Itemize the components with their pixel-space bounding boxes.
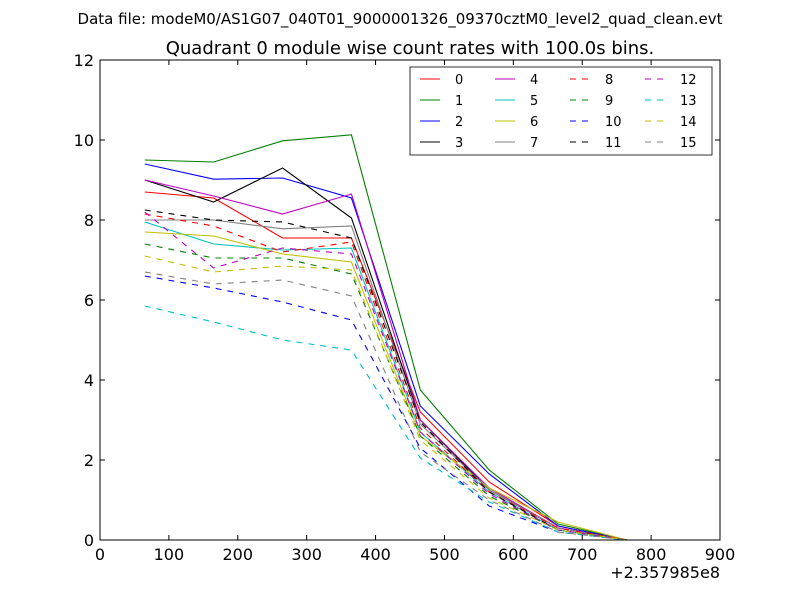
x-tick-label: 800 (636, 545, 667, 564)
series-line-13 (144, 305, 696, 541)
legend-box (409, 66, 713, 156)
legend-label-9: 9 (605, 94, 613, 109)
series-line-2 (144, 163, 696, 541)
x-tick-label: 900 (705, 545, 736, 564)
y-tick-label: 0 (84, 531, 94, 550)
legend-label-11: 11 (605, 136, 622, 151)
legend-label-10: 10 (605, 115, 622, 130)
x-offset-label: +2.357985e8 (610, 563, 720, 582)
legend-label-15: 15 (680, 136, 697, 151)
legend-label-1: 1 (455, 94, 463, 109)
series-line-8 (144, 213, 696, 541)
y-tick-label: 10 (74, 131, 94, 150)
x-tick-label: 0 (95, 545, 105, 564)
x-tick-label: 600 (498, 545, 529, 564)
x-tick-label: 400 (360, 545, 391, 564)
legend-label-7: 7 (530, 136, 538, 151)
y-tick-label: 6 (84, 291, 94, 310)
series-line-14 (144, 255, 696, 541)
legend-label-13: 13 (680, 94, 697, 109)
x-tick-label: 700 (567, 545, 598, 564)
y-tick-label: 2 (84, 451, 94, 470)
y-tick-label: 4 (84, 371, 94, 390)
legend-label-14: 14 (680, 115, 697, 130)
x-tick-label: 200 (223, 545, 254, 564)
y-tick-label: 12 (74, 51, 94, 70)
legend-label-0: 0 (455, 73, 463, 88)
legend-label-5: 5 (530, 94, 538, 109)
legend-label-6: 6 (530, 115, 538, 130)
x-tick-label: 100 (154, 545, 185, 564)
legend-label-2: 2 (455, 115, 463, 130)
y-tick-label: 8 (84, 211, 94, 230)
data-file-title: Data file: modeM0/AS1G07_040T01_90000013… (78, 10, 723, 29)
legend-label-3: 3 (455, 136, 463, 151)
x-tick-label: 300 (291, 545, 322, 564)
series-layer (144, 134, 696, 541)
legend-label-8: 8 (605, 73, 613, 88)
chart-title: Quadrant 0 module wise count rates with … (166, 38, 655, 59)
x-tick-label: 500 (429, 545, 460, 564)
series-line-1 (144, 134, 696, 541)
legend-label-4: 4 (530, 73, 538, 88)
legend-label-12: 12 (680, 73, 697, 88)
